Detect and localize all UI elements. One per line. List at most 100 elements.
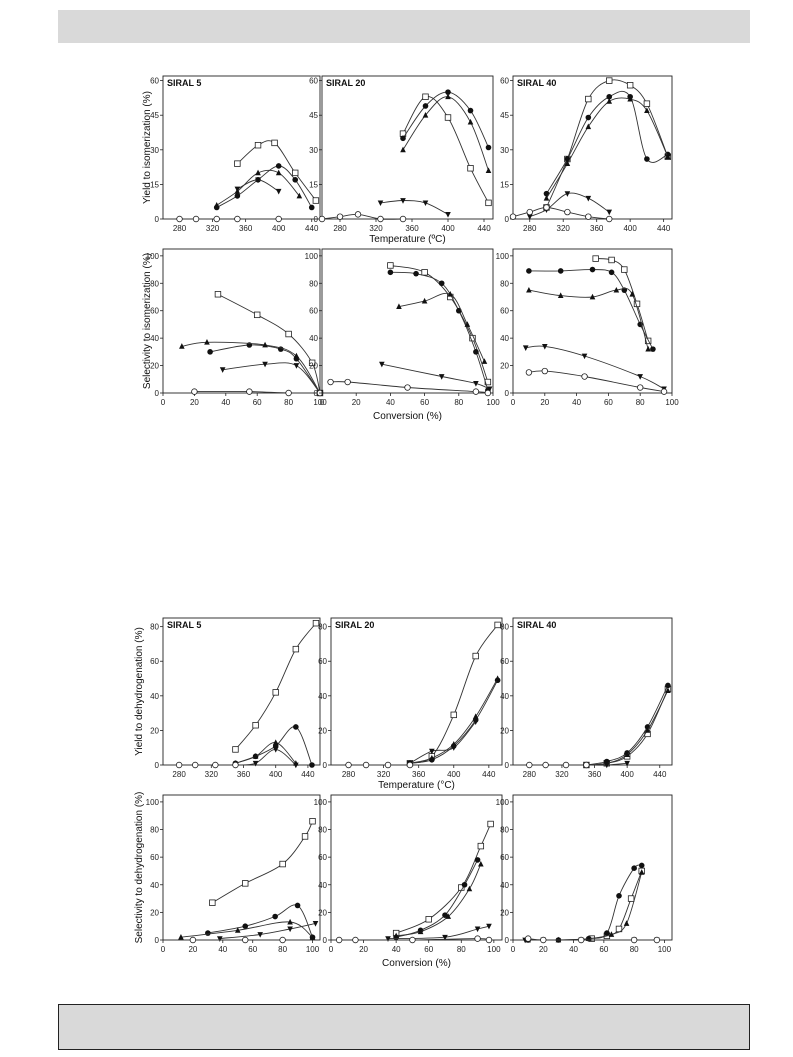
data-point <box>214 291 222 298</box>
series-curve-3 <box>402 96 489 171</box>
series-curve-4 <box>235 748 297 766</box>
data-point <box>606 98 613 104</box>
x-tick-label: 20 <box>190 398 199 407</box>
x-tick-label: 40 <box>392 945 401 954</box>
data-point <box>450 741 457 747</box>
x-tick-label: 80 <box>630 945 639 954</box>
x-tick-label: 80 <box>454 398 463 407</box>
data-point <box>444 114 452 121</box>
data-point <box>429 754 435 761</box>
y-tick-label: 20 <box>318 726 327 735</box>
panel-title: SIRAL 40 <box>517 78 556 88</box>
data-point <box>413 270 419 277</box>
header-band <box>58 10 750 43</box>
data-point <box>400 146 406 153</box>
x-tick-label: 440 <box>653 770 667 779</box>
y-tick-label: 80 <box>500 623 509 632</box>
data-point <box>631 865 637 871</box>
data-point <box>417 928 424 935</box>
y-tick-label: 60 <box>500 307 509 316</box>
x-tick-label: 0 <box>511 945 516 954</box>
data-point <box>255 177 261 183</box>
data-point <box>362 761 370 769</box>
x-tick-label: 20 <box>352 398 361 407</box>
data-point <box>308 359 316 367</box>
data-point <box>242 880 249 887</box>
panel-frame <box>162 794 321 941</box>
y-tick-label: 60 <box>150 657 159 666</box>
data-point <box>205 930 211 936</box>
series-curve-2 <box>528 269 654 350</box>
data-point <box>234 186 241 193</box>
x-tick-label: 80 <box>278 945 287 954</box>
data-point <box>438 374 445 380</box>
data-point <box>589 266 596 273</box>
data-point <box>207 349 213 355</box>
panel-frame <box>512 75 673 220</box>
y-tick-label: 40 <box>500 334 509 343</box>
data-point <box>606 209 613 216</box>
data-point <box>191 388 198 395</box>
data-point <box>294 902 301 909</box>
data-point <box>442 912 448 918</box>
data-point <box>564 208 571 216</box>
x-axis-label: Temperature (ºC) <box>369 234 445 245</box>
x-tick-label: 400 <box>447 770 461 779</box>
y-tick-label: 20 <box>309 362 318 371</box>
y-tick-label: 0 <box>505 761 510 770</box>
x-tick-label: 40 <box>572 398 581 407</box>
panel-4-3: 0 20 40 60 80 100 0 20 40 60 80 100 <box>496 794 673 954</box>
y-tick-label: 0 <box>323 761 328 770</box>
data-point <box>232 761 239 769</box>
x-axis-label: Conversion (%) <box>373 411 442 422</box>
y-tick-label: 60 <box>150 853 159 862</box>
data-point <box>292 645 300 653</box>
series-curve-4 <box>381 363 490 390</box>
y-tick-label: 30 <box>309 146 318 155</box>
data-point <box>467 118 474 125</box>
data-point <box>293 352 300 359</box>
x-tick-label: 0 <box>511 398 516 407</box>
data-point <box>234 215 241 223</box>
data-point <box>487 820 494 828</box>
data-point <box>637 384 644 391</box>
x-tick-label: 40 <box>569 945 578 954</box>
data-point <box>472 719 479 725</box>
y-tick-label: 45 <box>150 111 159 120</box>
data-point <box>494 675 501 681</box>
y-tick-label: 15 <box>500 180 509 189</box>
series-curve-4 <box>387 925 490 940</box>
x-tick-label: 440 <box>657 224 671 233</box>
data-point <box>377 200 384 207</box>
data-point <box>543 204 550 211</box>
x-tick-label: 100 <box>665 398 679 407</box>
y-tick-label: 60 <box>500 657 509 666</box>
y-tick-label: 15 <box>150 180 159 189</box>
data-point <box>616 893 622 899</box>
data-point <box>253 311 261 319</box>
y-tick-label: 40 <box>318 881 327 890</box>
x-tick-label: 280 <box>173 224 187 233</box>
data-point <box>275 188 282 195</box>
panel-3-1: 280 320 360 400 440 0 20 40 60 80 SIRAL 5 <box>150 617 321 779</box>
data-point <box>585 95 592 103</box>
data-point <box>643 100 651 107</box>
data-point <box>409 936 416 944</box>
data-point <box>608 931 615 937</box>
data-point <box>275 163 282 169</box>
data-point <box>246 388 253 395</box>
data-point <box>606 77 613 84</box>
data-point <box>461 881 468 888</box>
series-curve-3 <box>235 742 297 764</box>
data-point <box>467 107 474 114</box>
panel-frame <box>330 617 503 766</box>
data-point <box>585 123 592 130</box>
data-point <box>242 923 249 929</box>
data-point <box>379 361 385 368</box>
data-point <box>232 746 239 753</box>
data-point <box>272 913 278 920</box>
data-point <box>564 191 571 197</box>
data-point <box>653 936 661 944</box>
